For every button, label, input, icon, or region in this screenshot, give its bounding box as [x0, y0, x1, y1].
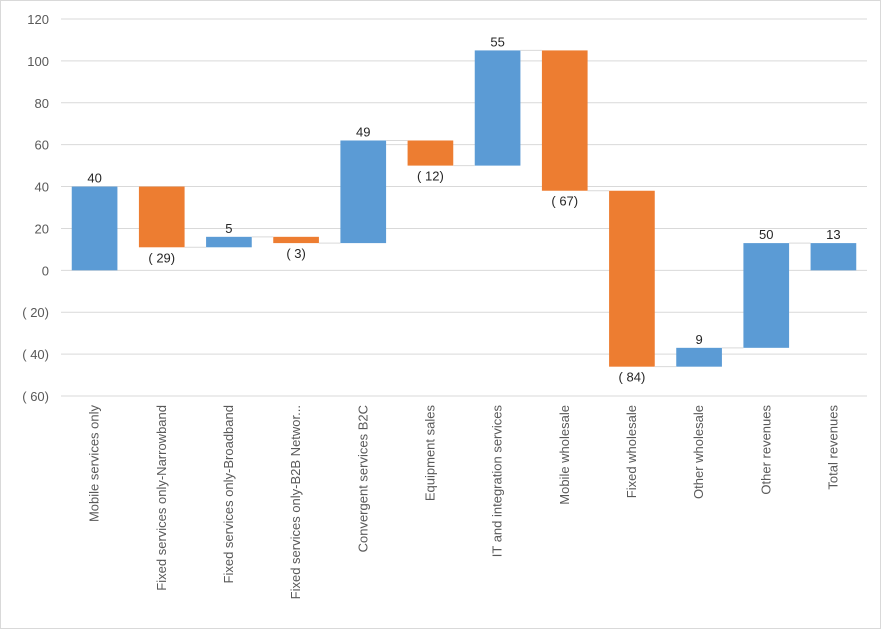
waterfall-bar	[71, 186, 118, 271]
x-category-label: Other wholesale	[691, 405, 706, 499]
y-tick-label: 120	[27, 12, 49, 27]
waterfall-bar	[676, 347, 722, 367]
waterfall-bar	[138, 186, 185, 248]
data-label: 55	[490, 34, 504, 49]
waterfall-bar	[743, 243, 790, 348]
x-category-label: IT and integration services	[490, 405, 505, 558]
data-label: ( 29)	[148, 250, 175, 265]
waterfall-bar	[474, 50, 521, 166]
y-tick-label: 60	[35, 138, 49, 153]
y-tick-label: 80	[35, 96, 49, 111]
data-label: 5	[225, 221, 232, 236]
y-tick-label: 0	[42, 263, 49, 278]
data-label: 40	[87, 171, 101, 186]
data-label: ( 3)	[286, 246, 306, 261]
y-tick-label: ( 60)	[22, 389, 49, 404]
waterfall-bar	[407, 140, 454, 166]
data-label: 9	[695, 332, 702, 347]
x-category-label: Equipment sales	[422, 405, 437, 502]
y-tick-label: ( 40)	[22, 347, 49, 362]
x-category-label: Fixed services only-Narrowband	[154, 405, 169, 591]
waterfall-bar	[273, 236, 319, 244]
waterfall-bar	[541, 50, 588, 191]
x-category-label: Other revenues	[758, 405, 773, 495]
y-tick-label: 40	[35, 180, 49, 195]
x-category-label: Fixed wholesale	[624, 405, 639, 498]
waterfall-bar	[810, 243, 857, 271]
x-category-label: Convergent services B2C	[355, 405, 370, 552]
waterfall-bar	[609, 190, 655, 367]
data-label: 49	[356, 124, 370, 139]
y-tick-label: 100	[27, 54, 49, 69]
x-category-label: Fixed services only-Broadband	[221, 405, 236, 583]
data-label: 50	[759, 227, 773, 242]
y-tick-label: 20	[35, 221, 49, 236]
waterfall-bar	[340, 140, 387, 244]
x-category-label: Fixed services only-B2B Networ...	[288, 405, 303, 599]
y-tick-label: ( 20)	[22, 305, 49, 320]
data-label: ( 12)	[417, 169, 444, 184]
data-label: 13	[826, 227, 840, 242]
data-label: ( 67)	[551, 194, 578, 209]
x-category-label: Mobile wholesale	[557, 405, 572, 505]
data-label: ( 84)	[619, 370, 646, 385]
x-category-label: Total revenues	[825, 405, 840, 490]
waterfall-bar	[206, 236, 252, 248]
x-category-label: Mobile services only	[87, 405, 102, 523]
